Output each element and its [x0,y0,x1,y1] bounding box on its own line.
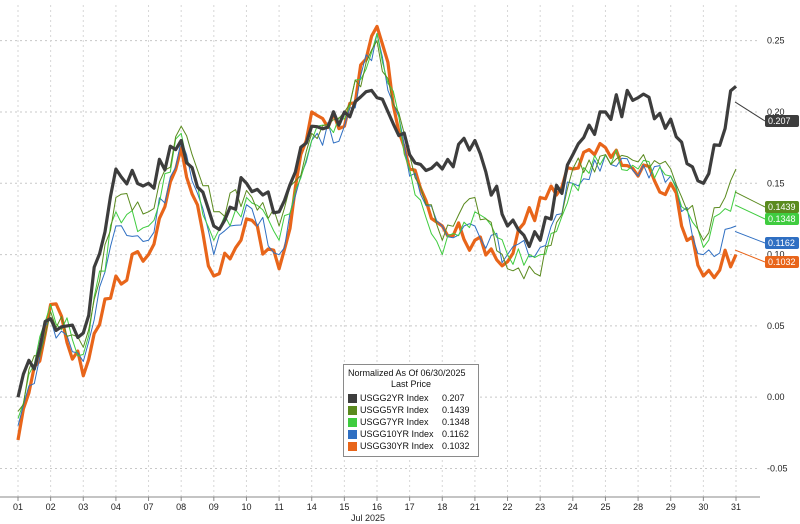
last-price-badge-0 [765,115,799,127]
last-price-badge-2 [765,213,799,225]
series-line-0 [16,85,738,398]
last-price-connector-0 [734,101,766,122]
legend-series-name: USGG7YR Index [360,417,429,427]
x-tick-label: 04 [111,502,121,512]
last-price-connector-3 [734,230,766,244]
y-axis: -0.05 0.00 0.05 0.10 0.15 0.20 0.25 [767,36,788,474]
legend-series-value: 0.1162 [442,429,469,439]
legend-title: Normalized As Of 06/30/2025 [348,368,466,378]
legend-series-name: USGG30YR Index [360,441,434,451]
x-tick-label: 17 [405,502,415,512]
last-price-connector-2 [734,204,766,220]
legend-series-value: 0.1439 [442,405,470,415]
legend-series-value: 0.1348 [442,417,470,427]
legend-swatch [348,417,357,427]
x-tick-label: 14 [307,502,317,512]
x-tick-label: 24 [568,502,578,512]
y-tick-label: 0.15 [767,178,785,188]
legend-series-value: 0.1032 [442,441,470,451]
legend-entry: USGG7YR Index 0.1348 [348,416,474,428]
last-price-value-3: 0.1162 [768,238,795,248]
x-tick-label: 21 [470,502,480,512]
legend-series-name: USGG2YR Index [360,393,429,403]
series-lines [16,24,738,441]
legend: Normalized As Of 06/30/2025 Last Price U… [343,364,479,457]
legend-series-name: USGG5YR Index [360,405,429,415]
y-tick-label: 0.20 [767,107,785,117]
last-price-connector-1 [734,191,766,208]
legend-swatch [348,441,357,451]
legend-entry: USGG10YR Index 0.1162 [348,428,474,440]
legend-swatch [348,429,357,439]
legend-subtitle: Last Price [390,379,432,389]
x-tick-label: 23 [535,502,545,512]
x-tick-label: 18 [437,502,447,512]
y-tick-label: -0.05 [767,463,788,473]
x-tick-label: 31 [731,502,741,512]
x-tick-label: 02 [46,502,56,512]
x-tick-label: 22 [503,502,513,512]
x-tick-label: 01 [13,502,23,512]
legend-swatch [348,405,357,415]
y-tick-label: 0.10 [767,250,785,260]
last-price-value-4: 0.1032 [768,257,796,267]
last-price-badge-1 [765,201,799,213]
last-price-value-1: 0.1439 [768,202,796,212]
last-price-badge-3 [765,237,799,249]
last-price-connector-4 [734,249,766,263]
last-price-value-0: 0.207 [768,116,791,126]
x-tick-label: 28 [633,502,643,512]
last-price-labels: 0.207 0.1439 0.1348 0.1162 0.1032 [734,101,799,268]
x-tick-label: 29 [666,502,676,512]
x-tick-label: 08 [176,502,186,512]
legend-swatch [348,393,357,403]
legend-entry: USGG5YR Index 0.1439 [348,404,474,416]
last-price-value-2: 0.1348 [768,214,796,224]
legend-entry: USGG2YR Index 0.207 [348,392,474,404]
legend-entry: USGG30YR Index 0.1032 [348,440,474,452]
y-tick-label: 0.05 [767,321,785,331]
x-tick-label: 25 [600,502,610,512]
series-line-1 [17,40,737,412]
x-axis: 01 02 03 04 07 08 09 10 11 14 15 16 17 18 21 22 23 24 25 28… [0,496,760,523]
last-price-badge-4 [765,256,799,268]
y-tick-label: 0.00 [767,392,785,402]
x-tick-label: 03 [78,502,88,512]
series-line-2 [17,33,737,419]
legend-series-name: USGG10YR Index [360,429,434,439]
x-tick-label: 16 [372,502,382,512]
legend-series-value: 0.207 [442,393,465,403]
x-tick-label: 09 [209,502,219,512]
legend-entries: USGG2YR Index 0.207 USGG5YR Index 0.1439 USG… [348,392,474,452]
x-tick-label: 07 [144,502,154,512]
x-tick-label: 11 [274,502,283,512]
x-tick-label: 15 [339,502,349,512]
x-tick-label: 30 [698,502,708,512]
x-axis-label: Jul 2025 [351,513,385,523]
x-tick-label: 10 [241,502,251,512]
y-tick-label: 0.25 [767,36,785,46]
